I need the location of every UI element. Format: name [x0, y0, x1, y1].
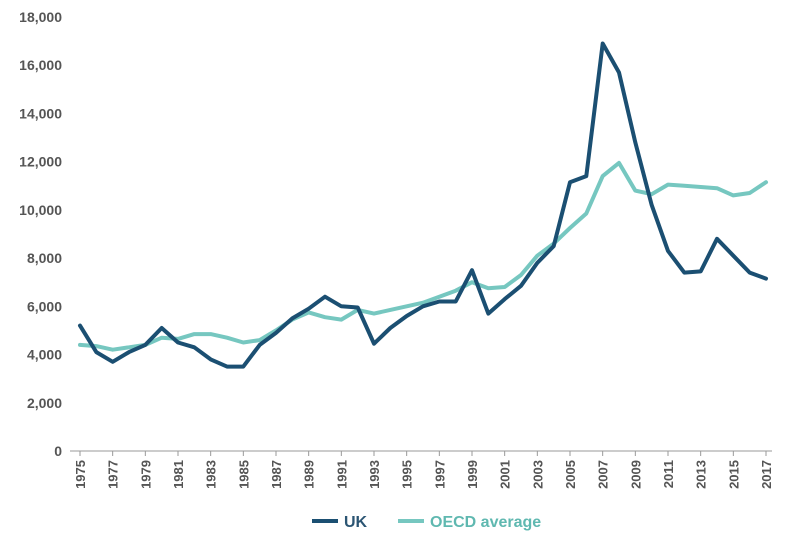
y-tick-label: 4,000 — [27, 347, 62, 363]
x-tick-label: 1987 — [269, 460, 284, 489]
y-tick-label: 8,000 — [27, 250, 62, 266]
y-tick-label: 12,000 — [19, 154, 62, 170]
x-tick-label: 2001 — [498, 460, 513, 489]
x-tick-label: 2011 — [661, 460, 676, 488]
y-tick-label: 0 — [54, 443, 62, 459]
y-tick-label: 16,000 — [19, 57, 62, 73]
series-line-uk — [78, 41, 768, 369]
y-tick-label: 2,000 — [27, 395, 62, 411]
x-tick-label: 1985 — [236, 460, 251, 489]
series-lines — [78, 41, 768, 369]
x-tick-label: 1975 — [73, 460, 88, 489]
x-tick-label: 2003 — [530, 460, 545, 489]
x-tick-label: 2009 — [628, 460, 643, 489]
x-tick-label: 1981 — [171, 460, 186, 489]
x-tick-label: 1991 — [334, 460, 349, 489]
x-tick-label: 1989 — [302, 460, 317, 489]
y-axis-ticks: 0 2,000 4,000 6,000 8,000 10,000 12,000 14,000 1… — [19, 9, 62, 459]
x-tick-label: 2015 — [726, 460, 741, 489]
legend-label-uk: UK — [344, 514, 368, 531]
y-tick-label: 10,000 — [19, 202, 62, 218]
x-axis-ticks: 1975 1977 1979 1981 1983 1985 1987 1989 1991 1993… — [73, 451, 774, 489]
series-line-oecd-average — [78, 160, 768, 352]
legend: UK OECD average — [312, 514, 541, 531]
x-tick-label: 2005 — [563, 460, 578, 489]
x-tick-label: 2017 — [759, 460, 774, 489]
x-tick-label: 1979 — [138, 460, 153, 489]
x-tick-label: 2007 — [596, 460, 611, 489]
x-tick-label: 1983 — [204, 460, 219, 489]
y-tick-label: 6,000 — [27, 298, 62, 314]
x-tick-label: 1999 — [465, 460, 480, 489]
y-tick-label: 14,000 — [19, 105, 62, 121]
x-tick-label: 1977 — [106, 460, 121, 489]
x-tick-label: 1997 — [432, 460, 447, 489]
x-tick-label: 1995 — [400, 460, 415, 489]
y-tick-label: 18,000 — [19, 9, 62, 25]
legend-label-oecd-average: OECD average — [430, 514, 541, 531]
x-tick-label: 2013 — [694, 460, 709, 489]
x-tick-label: 1993 — [367, 460, 382, 489]
